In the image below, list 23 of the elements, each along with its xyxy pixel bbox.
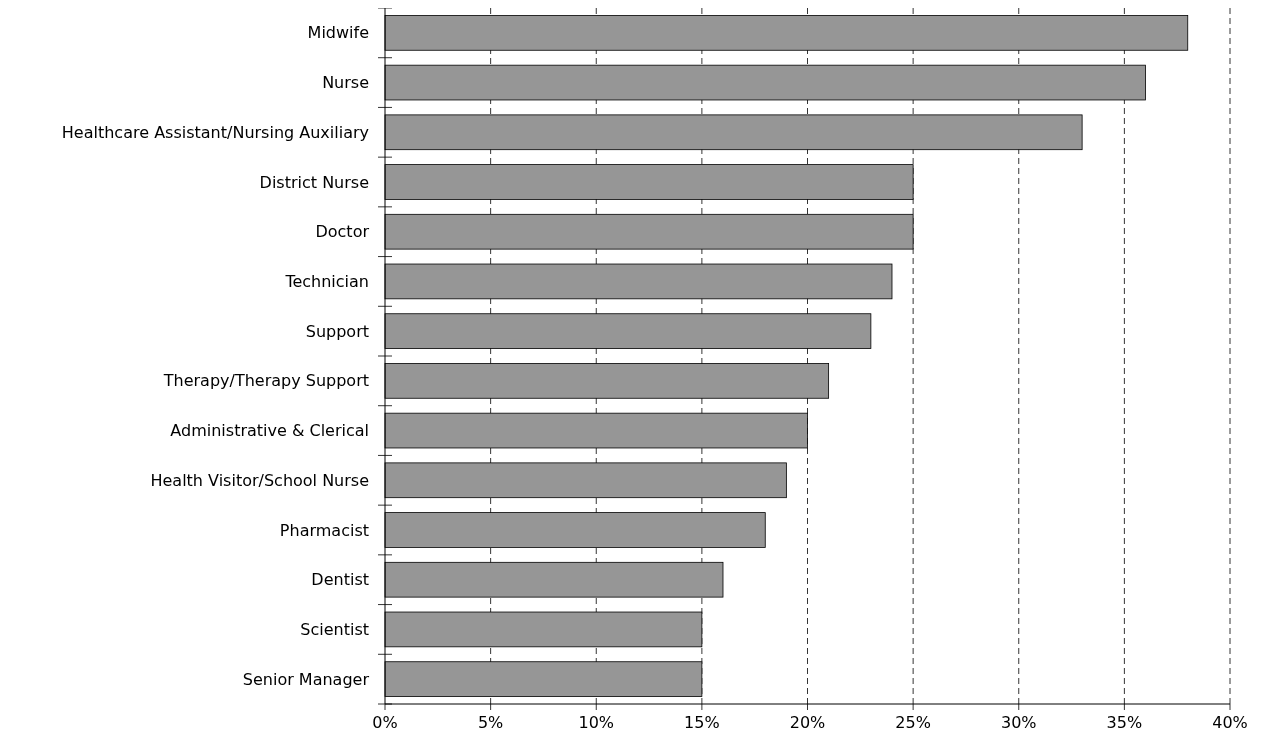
x-tick-label: 15% — [684, 713, 720, 732]
y-tick-label: Technician — [284, 272, 369, 292]
x-tick-label: 35% — [1106, 713, 1143, 732]
x-tick-label: 0% — [372, 713, 398, 732]
y-tick-label: Midwife — [307, 23, 369, 43]
x-tick-label: 5% — [477, 713, 504, 732]
x-tick-label: 10% — [578, 713, 615, 732]
y-tick-label: District Nurse — [259, 172, 369, 192]
y-tick-label: Health Visitor/School Nurse — [150, 470, 369, 490]
y-tick-label: Administrative & Clerical — [170, 421, 369, 441]
x-tick-label: 40% — [1212, 713, 1248, 732]
y-tick-label: Therapy/Therapy Support — [162, 371, 369, 391]
y-tick-label: Nurse — [322, 73, 369, 93]
y-tick-label: Senior Manager — [242, 669, 370, 689]
y-tick-label: Healthcare Assistant/Nursing Auxiliary — [61, 122, 369, 142]
y-tick-label: Pharmacist — [279, 520, 369, 540]
x-tick-label: 20% — [789, 713, 826, 732]
x-tick-label: 30% — [1000, 713, 1037, 732]
x-tick-label: 25% — [895, 713, 931, 732]
y-tick-label: Doctor — [315, 222, 370, 242]
y-tick-label: Support — [305, 321, 369, 341]
y-tick-label: Scientist — [300, 620, 369, 640]
y-tick-label: Dentist — [311, 570, 369, 590]
